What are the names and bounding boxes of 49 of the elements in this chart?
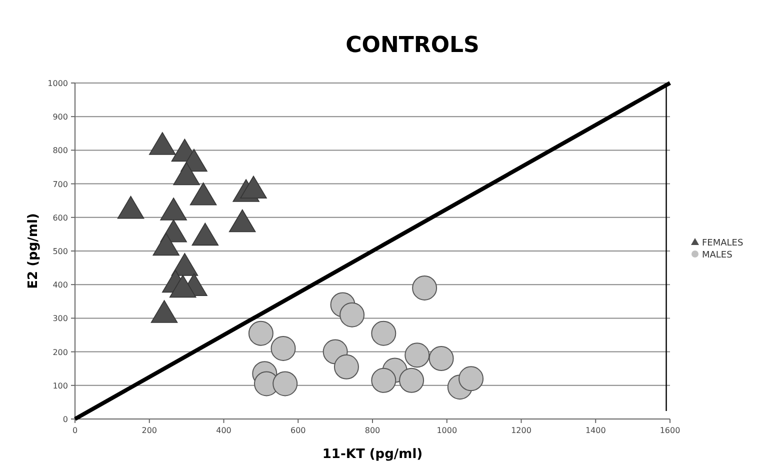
point	[458, 366, 484, 392]
legend-label: MALES	[702, 250, 733, 260]
x-axis-title: 11-KT (pg/ml)	[322, 447, 423, 462]
y-tick-label: 100	[52, 381, 68, 390]
point	[334, 354, 359, 380]
point	[192, 222, 219, 246]
y-tick-label: 200	[52, 348, 68, 357]
point	[272, 371, 298, 396]
x-tick-label: 800	[364, 426, 380, 435]
point	[399, 368, 424, 393]
x-tick-label: 1600	[660, 426, 680, 435]
legend-label: FEMALES	[702, 238, 744, 248]
point	[148, 132, 176, 155]
point	[412, 275, 438, 300]
x-tick-label: 1000	[436, 426, 458, 435]
point	[240, 176, 267, 199]
x-tick-label: 1200	[511, 426, 532, 435]
point	[404, 342, 430, 368]
point	[173, 162, 200, 186]
point	[371, 320, 396, 346]
point	[117, 196, 144, 219]
point	[248, 320, 274, 346]
chart-title: CONTROLS	[346, 33, 480, 58]
y-axis-title: E2 (pg/ml)	[26, 213, 41, 289]
x-tick-label: 1400	[585, 426, 606, 435]
point	[340, 302, 365, 328]
point	[371, 368, 396, 393]
y-tick-label: 700	[52, 180, 68, 189]
y-tick-label: 500	[52, 247, 68, 256]
y-tick-label: 400	[52, 280, 68, 290]
point	[169, 274, 196, 298]
point	[270, 336, 296, 361]
y-tick-label: 900	[52, 112, 68, 122]
point	[228, 209, 256, 232]
y-tick-label: 0	[62, 415, 68, 424]
x-tick-label: 600	[290, 426, 306, 435]
point	[190, 182, 217, 206]
y-tick-label: 600	[52, 213, 68, 222]
y-tick-label: 800	[52, 146, 68, 156]
point	[171, 253, 198, 276]
point	[150, 300, 178, 323]
y-tick-label: 300	[52, 314, 68, 324]
y-tick-label: 1000	[48, 79, 68, 88]
x-tick-label: 0	[72, 426, 78, 435]
x-tick-label: 400	[216, 426, 232, 435]
x-tick-label: 200	[142, 426, 158, 435]
point	[160, 198, 187, 220]
point	[428, 346, 454, 372]
point	[152, 232, 180, 256]
